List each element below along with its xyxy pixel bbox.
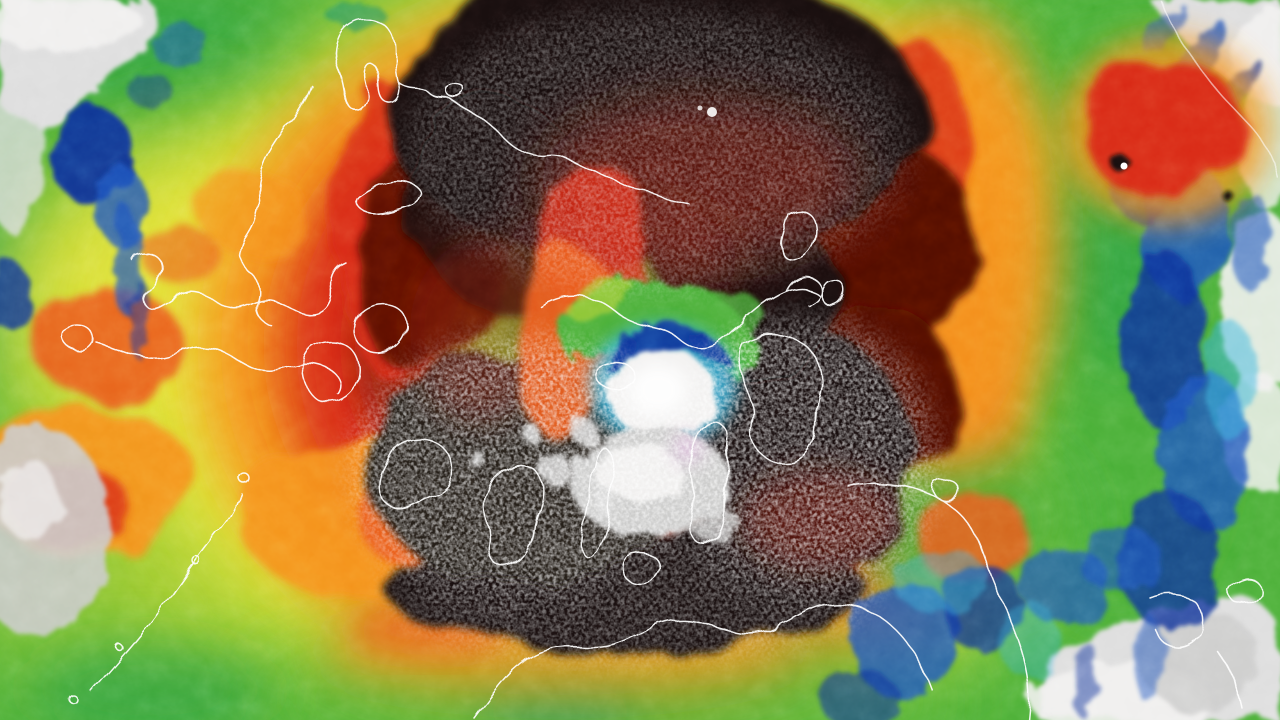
infrared-satellite-image xyxy=(0,0,1280,720)
screenshot-root xyxy=(0,0,1280,720)
texture-overlays xyxy=(0,0,1280,720)
film-grain xyxy=(0,0,1280,720)
